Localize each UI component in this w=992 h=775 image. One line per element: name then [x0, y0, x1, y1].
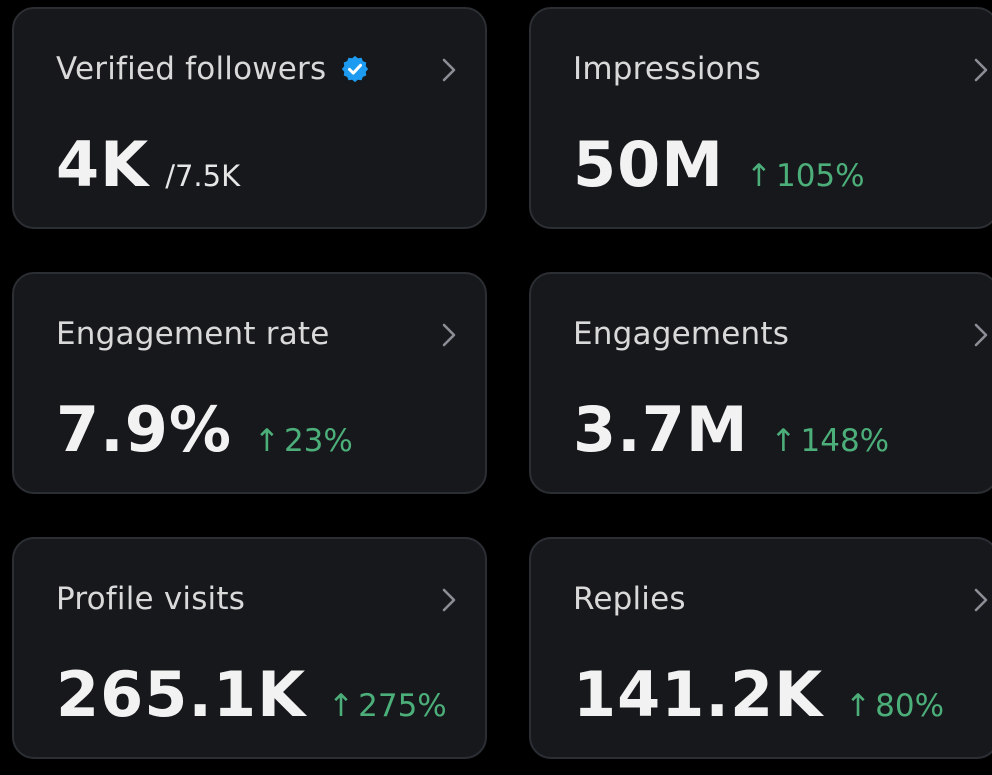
value-row: 141.2K ↑ 80%	[573, 657, 944, 733]
verified-followers-total: /7.5K	[165, 159, 241, 193]
change-percent: 80%	[875, 688, 945, 724]
profile-visits-card[interactable]: Profile visits 265.1K ↑ 275%	[12, 537, 487, 759]
profile-visits-value: 265.1K	[56, 658, 307, 731]
engagements-label: Engagements	[573, 316, 790, 352]
chevron-right-icon	[442, 588, 456, 612]
change-percent: 23%	[283, 423, 353, 459]
replies-label: Replies	[573, 581, 686, 617]
verified-followers-label: Verified followers	[56, 51, 327, 87]
engagements-card[interactable]: Engagements 3.7M ↑ 148%	[529, 272, 992, 494]
value-row: 50M ↑ 105%	[573, 127, 865, 203]
value-row: 4K /7.5K	[56, 127, 240, 203]
replies-card[interactable]: Replies 141.2K ↑ 80%	[529, 537, 992, 759]
engagements-value: 3.7M	[573, 393, 749, 466]
impressions-change: ↑ 105%	[746, 158, 865, 194]
verified-followers-card[interactable]: Verified followers 4K /7.5K	[12, 7, 487, 229]
value-row: 7.9% ↑ 23%	[56, 392, 353, 468]
arrow-up-icon: ↑	[745, 158, 772, 194]
card-label-row: Verified followers	[56, 51, 370, 87]
arrow-up-icon: ↑	[253, 423, 280, 459]
chevron-right-icon	[974, 588, 988, 612]
chevron-right-icon	[442, 323, 456, 347]
chevron-right-icon	[974, 323, 988, 347]
change-percent: 275%	[358, 688, 447, 724]
arrow-up-icon: ↑	[328, 688, 355, 724]
profile-visits-change: ↑ 275%	[328, 688, 447, 724]
verified-badge-icon	[340, 54, 370, 84]
engagement-rate-change: ↑ 23%	[254, 423, 353, 459]
value-row: 265.1K ↑ 275%	[56, 657, 447, 733]
engagements-change: ↑ 148%	[771, 423, 890, 459]
engagement-rate-value: 7.9%	[56, 393, 232, 466]
value-row: 3.7M ↑ 148%	[573, 392, 889, 468]
impressions-card[interactable]: Impressions 50M ↑ 105%	[529, 7, 992, 229]
impressions-value: 50M	[573, 128, 724, 201]
engagement-rate-label: Engagement rate	[56, 316, 330, 352]
replies-change: ↑ 80%	[845, 688, 944, 724]
chevron-right-icon	[442, 58, 456, 82]
chevron-right-icon	[974, 58, 988, 82]
arrow-up-icon: ↑	[845, 688, 872, 724]
impressions-label: Impressions	[573, 51, 762, 87]
change-percent: 105%	[775, 158, 865, 194]
arrow-up-icon: ↑	[770, 423, 797, 459]
verified-followers-value: 4K	[56, 128, 150, 201]
engagement-rate-card[interactable]: Engagement rate 7.9% ↑ 23%	[12, 272, 487, 494]
replies-value: 141.2K	[573, 658, 824, 731]
change-percent: 148%	[800, 423, 890, 459]
profile-visits-label: Profile visits	[56, 581, 246, 617]
